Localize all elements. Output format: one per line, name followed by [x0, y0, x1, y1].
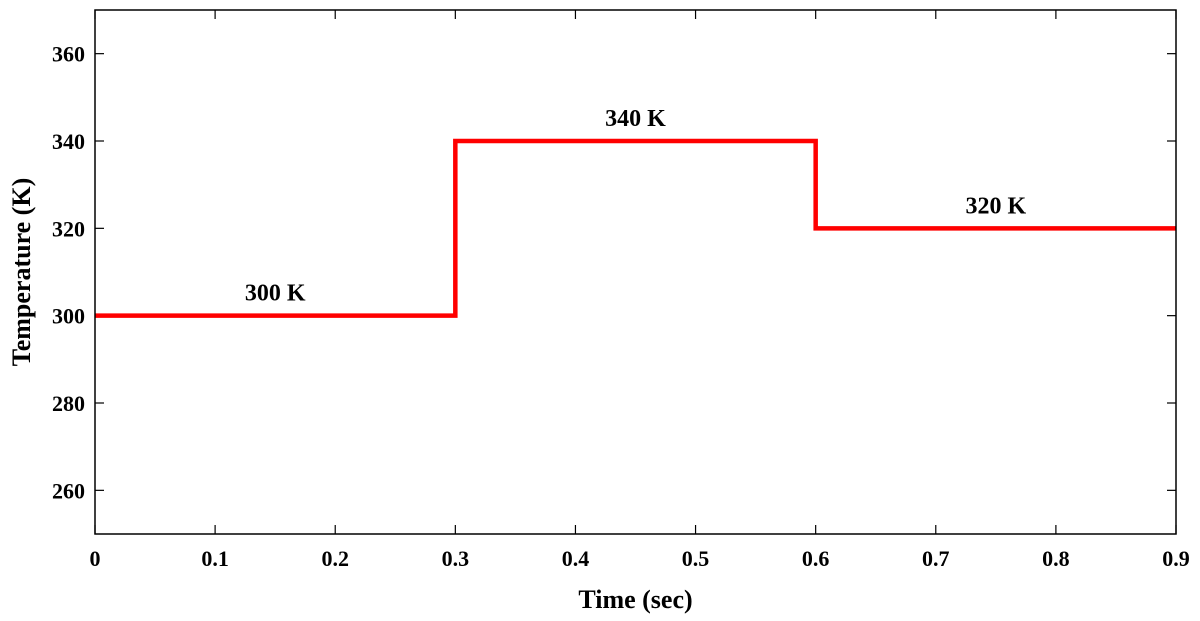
x-tick-label: 0.4 [562, 546, 590, 571]
x-tick-label: 0.5 [682, 546, 710, 571]
y-tick-label: 360 [52, 42, 85, 67]
x-tick-label: 0.7 [922, 546, 950, 571]
annotation-label: 300 K [245, 281, 306, 307]
y-tick-label: 260 [52, 478, 85, 503]
x-axis-title: Time (sec) [578, 585, 692, 614]
ticks-layer [94, 10, 1177, 534]
labels-layer: 0 0.1 0.2 0.3 0.4 0.5 0.6 0.7 0.8 0.9 260 280 300 320… [52, 42, 1190, 571]
y-tick-label: 320 [52, 216, 85, 241]
x-tick-label: 0.1 [201, 546, 229, 571]
x-tick-label: 0.8 [1042, 546, 1070, 571]
x-tick-label: 0.2 [321, 546, 349, 571]
y-tick-label: 300 [52, 304, 85, 329]
x-tick-label: 0.6 [802, 546, 830, 571]
x-tick-label: 0.3 [442, 546, 470, 571]
annotation-label: 340 K [605, 106, 666, 132]
y-tick-label: 280 [52, 391, 85, 416]
annotations-layer: 300 K 340 K 320 K [245, 106, 1027, 307]
y-axis-title: Temperature (K) [7, 178, 36, 366]
y-tick-label: 340 [52, 129, 85, 154]
series-line [95, 138, 1176, 318]
annotation-label: 320 K [965, 193, 1026, 219]
x-tick-label: 0.9 [1162, 546, 1190, 571]
series-layer [95, 138, 1176, 318]
plot-frame [94, 9, 1177, 535]
x-tick-label: 0 [90, 546, 101, 571]
